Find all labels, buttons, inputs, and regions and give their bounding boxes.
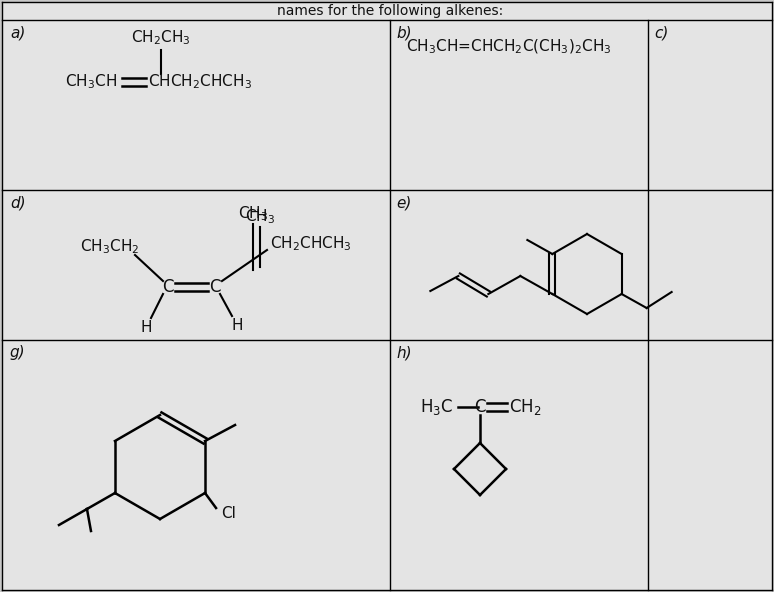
Text: g): g) xyxy=(10,345,26,360)
Text: CH$_3$CH: CH$_3$CH xyxy=(65,73,117,91)
Text: h): h) xyxy=(396,345,412,360)
Text: CH$_3$: CH$_3$ xyxy=(245,208,275,226)
Text: CH$_2$: CH$_2$ xyxy=(509,397,542,417)
Text: C: C xyxy=(163,278,173,296)
Text: names for the following alkenes:: names for the following alkenes: xyxy=(277,4,503,18)
Text: c): c) xyxy=(654,25,669,40)
Text: H$_3$C: H$_3$C xyxy=(420,397,454,417)
Text: CH$_3$: CH$_3$ xyxy=(238,205,268,223)
Text: H: H xyxy=(140,320,152,334)
Text: C: C xyxy=(474,398,486,416)
Text: C: C xyxy=(209,278,221,296)
Text: CHCH$_2$CHCH$_3$: CHCH$_2$CHCH$_3$ xyxy=(148,73,252,91)
Text: Cl: Cl xyxy=(221,506,236,520)
Text: CH$_2$CHCH$_3$: CH$_2$CHCH$_3$ xyxy=(270,234,351,253)
Text: CH$_3$CH=CHCH$_2$C(CH$_3$)$_2$CH$_3$: CH$_3$CH=CHCH$_2$C(CH$_3$)$_2$CH$_3$ xyxy=(406,38,611,56)
Text: CH$_2$CH$_3$: CH$_2$CH$_3$ xyxy=(131,28,191,47)
Text: b): b) xyxy=(396,25,412,40)
Text: CH$_3$CH$_2$: CH$_3$CH$_2$ xyxy=(80,237,139,256)
Text: a): a) xyxy=(10,25,26,40)
Text: d): d) xyxy=(10,195,26,210)
Text: H: H xyxy=(231,317,243,333)
Text: e): e) xyxy=(396,195,411,210)
